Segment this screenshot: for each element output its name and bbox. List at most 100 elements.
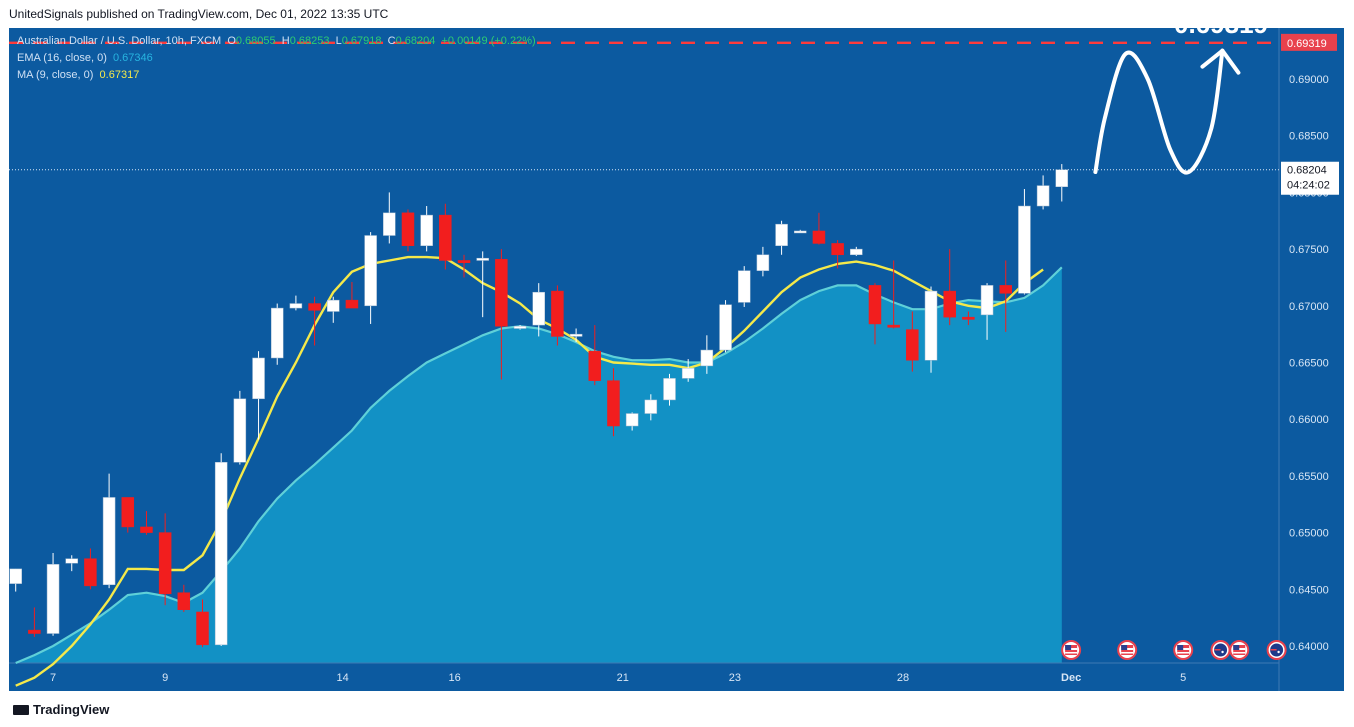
candle[interactable] [439,203,452,270]
legend-high-label: H [281,35,290,47]
event-flag-us-icon[interactable] [1173,640,1194,660]
event-flag-us-icon[interactable] [1061,640,1082,660]
candle-body [906,329,919,361]
candle[interactable] [513,325,527,330]
candle[interactable] [476,251,489,318]
candle[interactable] [1036,175,1050,210]
candle-body [962,316,975,320]
event-flag-us-icon[interactable] [1229,640,1250,660]
flag-star [1221,650,1224,654]
candle[interactable] [1018,189,1031,295]
legend-change: +0.00149 (+0.22%) [441,35,536,47]
candle[interactable] [532,283,545,337]
candle[interactable] [401,209,415,252]
flag-cross [1214,649,1221,651]
candle[interactable] [140,511,153,535]
candle[interactable] [46,553,60,636]
candle[interactable] [812,212,826,245]
candle[interactable] [345,282,359,309]
candle[interactable] [756,246,770,277]
legend-ema[interactable]: EMA (16, close, 0) 0.67346 [17,52,153,64]
flag-star [1277,650,1280,654]
y-tick-label: 0.64000 [1289,641,1329,653]
candle[interactable] [943,249,956,326]
event-flag-us-icon[interactable] [1117,640,1138,660]
flag-canton [1177,645,1184,650]
candle[interactable] [196,599,209,648]
candle[interactable] [962,311,975,326]
candle[interactable] [457,254,471,278]
candle-body [102,497,116,586]
chart-panel[interactable]: 0.69319 USD0.690000.685000.680000.675000… [9,28,1344,691]
candle[interactable] [158,513,172,606]
candle[interactable] [700,335,714,374]
candle-body [457,260,471,263]
candle[interactable] [270,303,284,365]
event-flag-au-icon[interactable] [1210,640,1231,660]
candle[interactable] [383,192,396,244]
candle[interactable] [663,373,676,406]
candle[interactable] [1055,164,1069,202]
countdown-label: 04:24:02 [1287,180,1330,192]
candle[interactable] [121,497,135,533]
candle[interactable] [214,453,228,646]
candle[interactable] [569,328,583,343]
legend-open-label: O [227,35,236,47]
candle[interactable] [775,220,788,255]
candle[interactable] [84,548,97,590]
candle[interactable] [495,249,508,380]
candle-body [177,592,191,610]
candle-body [270,307,284,359]
candle[interactable] [420,206,433,252]
event-flag-au-icon[interactable] [1266,640,1287,660]
candle-body [569,333,583,337]
candle-body [625,413,639,427]
candle[interactable] [980,283,994,340]
candle[interactable] [102,473,116,589]
legend-ma[interactable]: MA (9, close, 0) 0.67317 [17,69,139,81]
current-price-tag-text: 0.68204 [1287,165,1327,177]
projection-arrowhead-icon [1200,48,1241,75]
candle-body [513,325,527,329]
flag-stripe [1065,652,1078,654]
candle[interactable] [588,325,602,386]
price-chart[interactable]: 0.69319 USD0.690000.685000.680000.675000… [9,28,1344,691]
candle[interactable] [28,607,41,637]
candle[interactable] [906,311,919,372]
candle[interactable] [737,266,751,307]
legend-ohlc: Australian Dollar / U.S. Dollar, 10h, FX… [17,35,536,47]
candle[interactable] [252,351,265,440]
candle[interactable] [65,555,78,572]
candle[interactable] [719,300,732,353]
x-tick-label: 21 [617,672,629,684]
candle[interactable] [364,232,377,324]
candle-body [1055,169,1069,188]
projection-curve [1093,48,1225,175]
candle-body [196,611,209,646]
legend-ma-value: 0.67317 [99,69,140,81]
candle[interactable] [289,295,303,311]
candle-body [1018,205,1031,294]
candle[interactable] [831,240,844,269]
candle[interactable] [551,285,564,346]
candle[interactable] [9,568,22,592]
legend-ema-value: 0.67346 [113,52,153,64]
candle[interactable] [681,359,695,382]
candle-body [700,349,714,367]
candle[interactable] [177,584,191,612]
candle[interactable] [327,296,340,323]
candle[interactable] [308,296,321,346]
candle-body [214,462,228,646]
candle[interactable] [794,229,807,234]
candle[interactable] [999,260,1012,332]
candle[interactable] [607,368,620,437]
candle[interactable] [625,412,639,431]
candle[interactable] [644,394,658,421]
tradingview-footer[interactable]: TradingView [13,702,109,717]
candle[interactable] [850,246,863,256]
candle[interactable] [887,260,900,329]
candle[interactable] [924,286,938,373]
candle[interactable] [868,283,882,345]
candle-body [233,398,247,463]
candle[interactable] [233,390,247,465]
